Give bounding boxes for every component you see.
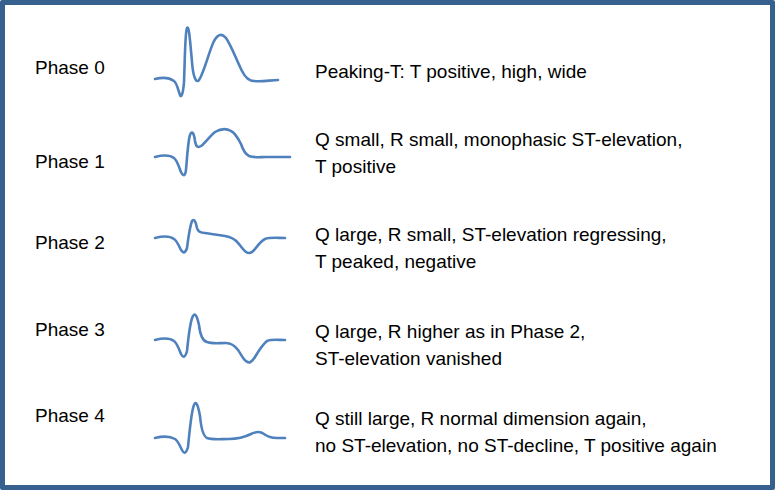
phase-4-description: Q still large, R normal dimension again,… [315,405,765,459]
description-line: no ST-elevation, no ST-decline, T positi… [315,432,765,459]
description-line: Peaking-T: T positive, high, wide [315,58,765,85]
phase-0-description: Peaking-T: T positive, high, wide [315,58,765,85]
description-line: Q large, R higher as in Phase 2, [315,318,765,345]
ecg-phases-diagram: Phase 0 Peaking-T: T positive, high, wid… [0,0,775,490]
phase-3-description: Q large, R higher as in Phase 2, ST-elev… [315,318,765,372]
ecg-trace-phase-3-icon [155,314,285,362]
description-line: ST-elevation vanished [315,345,765,372]
phase-3-label: Phase 3 [35,318,155,342]
description-line: Q still large, R normal dimension again, [315,405,765,432]
phase-2-description: Q large, R small, ST-elevation regressin… [315,221,765,275]
description-line: T peaked, negative [315,248,765,275]
description-line: Q small, R small, monophasic ST-elevatio… [315,126,765,153]
description-line: Q large, R small, ST-elevation regressin… [315,221,765,248]
phase-1-description: Q small, R small, monophasic ST-elevatio… [315,126,765,180]
phase-2-label: Phase 2 [35,231,155,255]
ecg-trace-phase-0-icon [155,28,278,96]
ecg-trace-phase-2-icon [155,220,285,253]
phase-1-label: Phase 1 [35,150,155,174]
phase-4-label: Phase 4 [35,404,155,428]
description-line: T positive [315,153,765,180]
phase-0-label: Phase 0 [35,56,155,80]
ecg-trace-phase-4-icon [155,403,285,453]
ecg-trace-phase-1-icon [155,129,290,175]
